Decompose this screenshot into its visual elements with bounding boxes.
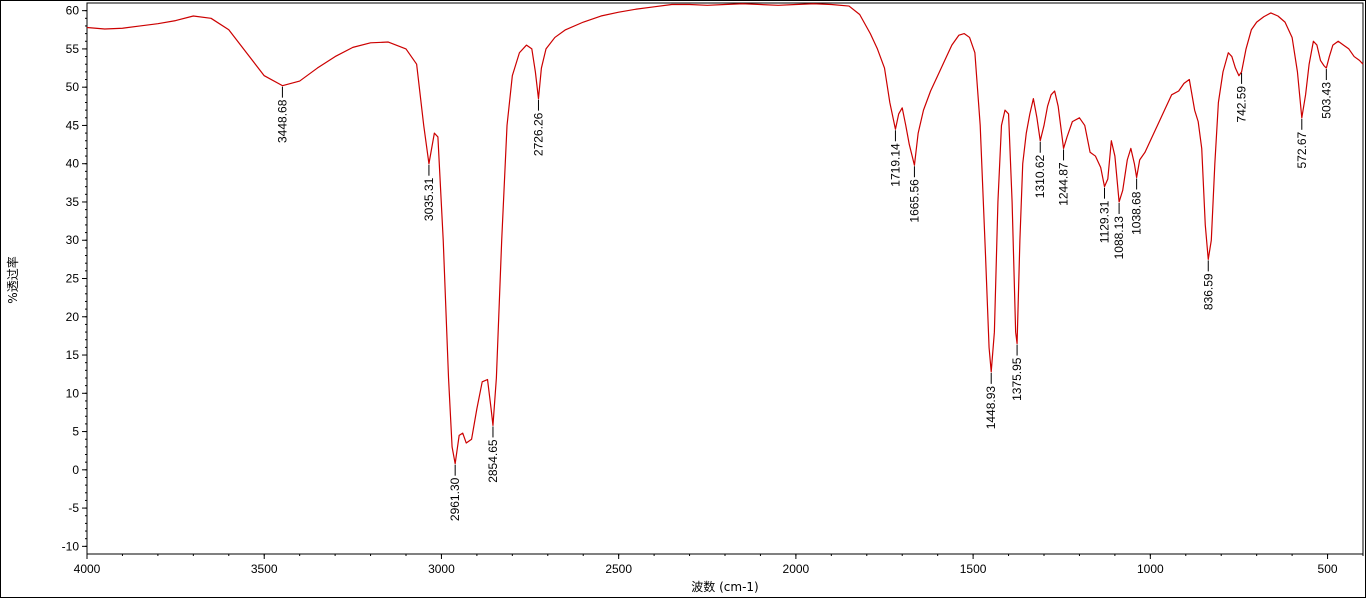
- peak-label: 2726.26: [532, 112, 546, 156]
- x-tick-label: 500: [1318, 562, 1338, 576]
- x-tick-label: 3500: [251, 562, 278, 576]
- peak-label: 1129.31: [1098, 200, 1112, 243]
- peak-label: 3035.31: [422, 177, 436, 221]
- peak-label: 836.59: [1201, 273, 1215, 310]
- y-tick-label: 40: [66, 157, 80, 171]
- y-tick-label: 15: [66, 348, 80, 362]
- y-tick-label: 20: [66, 310, 80, 324]
- y-tick-label: 35: [66, 195, 80, 209]
- x-tick-label: 1000: [1137, 562, 1164, 576]
- y-tick-label: 55: [66, 42, 80, 56]
- peak-annotations: 3448.68 3035.31 2961.30 2854.65 2726.26 1719.…: [275, 69, 1333, 521]
- x-tick-label: 2000: [783, 562, 810, 576]
- peak-label: 3448.68: [275, 99, 289, 143]
- peak-label: 2854.65: [486, 439, 500, 483]
- peak-label: 1448.93: [984, 386, 998, 430]
- peak-label: 1038.68: [1130, 191, 1144, 235]
- peak-label: 1375.95: [1010, 357, 1024, 401]
- x-axis-title: 波数 (cm-1): [691, 579, 758, 594]
- peak-label: 742.59: [1235, 86, 1249, 123]
- y-tick-label: 60: [66, 4, 80, 18]
- y-tick-label: 30: [66, 233, 80, 247]
- peak-label: 572.67: [1295, 131, 1309, 168]
- x-tick-label: 4000: [74, 562, 101, 576]
- series-layer: [86, 3, 1364, 465]
- y-tick-label: 10: [66, 386, 80, 400]
- peak-label: 1088.13: [1112, 216, 1126, 260]
- y-tick-label: 0: [72, 463, 79, 477]
- peak-label: 1665.56: [907, 179, 921, 223]
- y-tick-label: 25: [66, 272, 80, 286]
- y-tick-label: 5: [72, 425, 79, 439]
- series-line: [86, 3, 1364, 465]
- y-tick-label: 45: [66, 118, 80, 132]
- peak-label: 1244.87: [1057, 162, 1071, 206]
- peak-label: 1719.14: [888, 143, 902, 187]
- x-axis: 4000 3500 3000 2500 2000 1500 1000 500: [74, 554, 1364, 576]
- peak-label: 2961.30: [448, 477, 462, 521]
- plot-area: [86, 2, 1364, 555]
- y-tick-label: -5: [68, 501, 79, 515]
- y-tick-label: -10: [62, 539, 80, 553]
- x-tick-label: 3000: [428, 562, 455, 576]
- peak-label: 1310.62: [1033, 154, 1047, 198]
- y-axis-title: %透过率: [5, 256, 20, 303]
- x-tick-label: 2500: [605, 562, 632, 576]
- y-tick-label: 50: [66, 80, 80, 94]
- x-tick-label: 1500: [960, 562, 987, 576]
- peak-label: 503.43: [1319, 82, 1333, 119]
